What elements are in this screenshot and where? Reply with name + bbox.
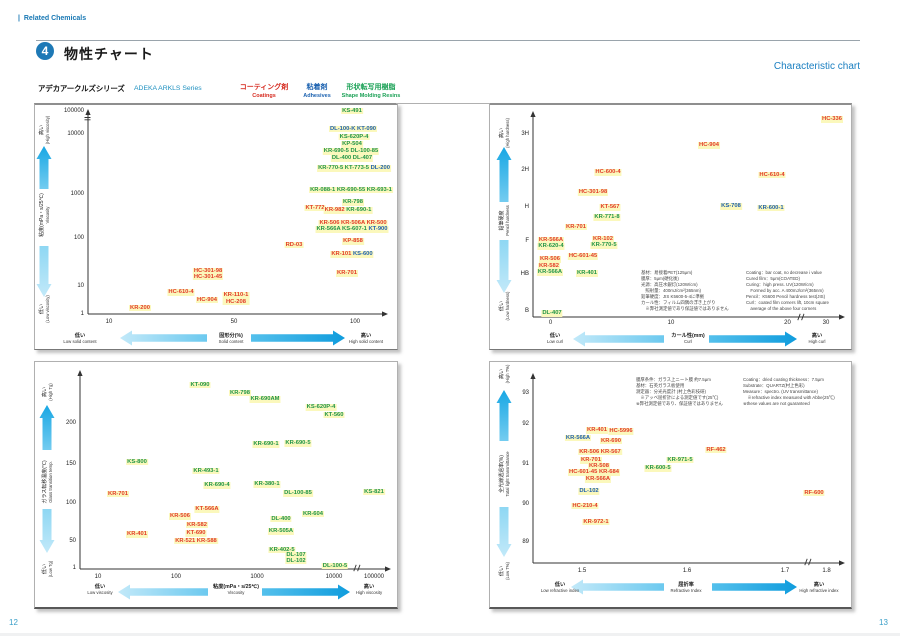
svg-text:低い: 低い [40,564,48,574]
svg-text:(High hardness): (High hardness) [505,118,510,148]
svg-text:(Low T%): (Low T%) [505,561,510,579]
svg-text:高い: 高い [40,387,48,397]
svg-text:Pencil hardness: Pencil hardness [505,205,510,236]
svg-text:(Low hardness): (Low hardness) [505,291,510,320]
svg-text:(Low viscosity): (Low viscosity) [45,295,50,323]
svg-text:粘度(mPa・s/25℃): 粘度(mPa・s/25℃) [38,193,45,237]
svg-text:Viscosity: Viscosity [45,206,50,224]
svg-text:鉛筆硬度: 鉛筆硬度 [498,210,505,230]
svg-text:(High Tg): (High Tg) [48,383,53,401]
svg-text:高い: 高い [497,369,505,379]
svg-text:全光線透過率(%): 全光線透過率(%) [498,455,505,493]
svg-text:高い: 高い [497,128,505,138]
svg-text:高い: 高い [37,125,45,135]
svg-text:Total light transmittance: Total light transmittance [505,451,510,497]
svg-text:Glass transition temp.: Glass transition temp. [48,461,53,503]
svg-text:ガラス転移温度(℃): ガラス転移温度(℃) [41,460,48,504]
svg-text:低い: 低い [497,301,505,311]
svg-text:低い: 低い [37,304,45,314]
svg-text:(Low Tg): (Low Tg) [48,560,53,577]
svg-text:(High T%): (High T%) [505,364,510,383]
svg-text:(High viscosity): (High viscosity) [45,115,50,144]
svg-text:低い: 低い [497,566,505,576]
